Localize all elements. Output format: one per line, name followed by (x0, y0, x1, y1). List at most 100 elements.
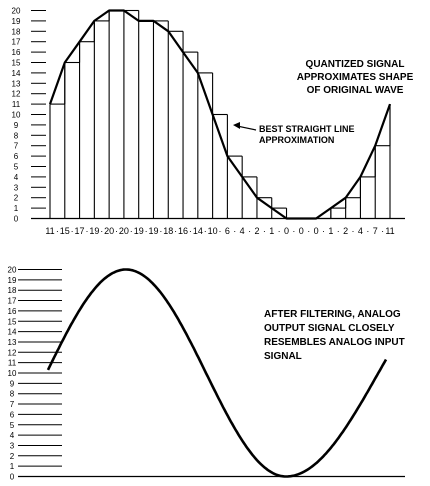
quantized-caption-line-1: QUANTIZED SIGNAL (306, 59, 405, 70)
sample-value-label: 1 (328, 226, 333, 236)
y-tick-label: 8 (14, 131, 19, 140)
label-separator: · (233, 226, 236, 236)
y-tick-label: 7 (14, 142, 19, 151)
y-tick-label: 13 (8, 338, 17, 347)
y-tick-label: 9 (10, 379, 15, 388)
sample-value-label: 11 (45, 226, 54, 236)
y-tick-label: 6 (10, 410, 15, 419)
y-tick-label: 10 (12, 111, 21, 120)
label-separator: · (263, 226, 266, 236)
sample-value-label: 1 (269, 226, 274, 236)
y-tick-label: 20 (8, 266, 17, 275)
label-separator: · (248, 226, 251, 236)
y-tick-label: 2 (10, 452, 15, 461)
top-sample-bars (49, 9, 391, 220)
filtered-caption-line-2: OUTPUT SIGNAL CLOSELY (264, 323, 395, 334)
quantized-caption-line-2: APPROXIMATES SHAPE (297, 72, 414, 83)
y-tick-label: 19 (12, 17, 21, 26)
sample-value-label: 4 (240, 226, 245, 236)
label-separator: · (174, 226, 177, 236)
sample-value-label: 19 (148, 226, 158, 236)
approximation-arrow (236, 125, 257, 131)
y-tick-label: 9 (14, 121, 19, 130)
label-separator: · (85, 226, 88, 236)
sample-value-label: 19 (89, 226, 99, 236)
label-separator: · (100, 226, 103, 236)
label-separator: · (219, 226, 222, 236)
approximation-note-line-1: BEST STRAIGHT LINE (259, 124, 355, 134)
y-tick-label: 1 (10, 462, 15, 471)
label-separator: · (278, 226, 281, 236)
analog-output-curve (46, 268, 388, 478)
y-tick-label: 16 (8, 307, 17, 316)
arrow-head (233, 122, 240, 129)
sample-value-label: 0 (314, 226, 319, 236)
y-tick-label: 11 (8, 359, 17, 368)
sample-value-label: 17 (75, 226, 85, 236)
sample-value-label: 20 (119, 226, 129, 236)
sample-value-label: 14 (193, 226, 203, 236)
y-tick-label: 8 (10, 390, 15, 399)
sample-value-label: 11 (385, 226, 394, 236)
label-separator: · (366, 226, 369, 236)
y-tick-label: 4 (14, 173, 19, 182)
label-separator: · (204, 226, 207, 236)
y-tick-label: 6 (14, 152, 19, 161)
sample-value-label: 7 (373, 226, 378, 236)
filtered-caption-line-3: RESEMBLES ANALOG INPUT (264, 337, 405, 348)
y-tick-label: 18 (8, 286, 17, 295)
y-tick-label: 4 (10, 431, 15, 440)
label-separator: · (130, 226, 133, 236)
label-separator: · (189, 226, 192, 236)
y-tick-label: 20 (12, 7, 21, 16)
label-separator: · (71, 226, 74, 236)
y-tick-label: 11 (12, 100, 21, 109)
y-tick-label: 19 (8, 276, 17, 285)
label-separator: · (307, 226, 310, 236)
quantized-caption-line-3: OF ORIGINAL WAVE (307, 85, 404, 96)
y-tick-label: 15 (8, 317, 17, 326)
label-separator: · (159, 226, 162, 236)
filtered-caption-line-1: AFTER FILTERING, ANALOG (264, 309, 401, 320)
sample-value-label: 0 (299, 226, 304, 236)
sample-value-label: 15 (60, 226, 70, 236)
y-tick-label: 10 (8, 369, 17, 378)
y-tick-label: 12 (8, 348, 17, 357)
sample-value-label: 10 (208, 226, 218, 236)
y-tick-label: 3 (10, 441, 15, 450)
y-tick-label: 15 (12, 59, 21, 68)
y-tick-label: 2 (14, 194, 19, 203)
sample-value-label: 6 (225, 226, 230, 236)
y-tick-label: 14 (8, 328, 17, 337)
y-tick-label: 16 (12, 48, 21, 57)
label-separator: · (292, 226, 295, 236)
sample-value-label: 20 (104, 226, 114, 236)
y-tick-label: 17 (8, 297, 17, 306)
sample-value-label: 2 (343, 226, 348, 236)
label-separator: · (337, 226, 340, 236)
y-tick-label: 18 (12, 27, 21, 36)
y-tick-label: 12 (12, 90, 21, 99)
y-tick-label: 5 (14, 163, 19, 172)
y-tick-label: 17 (12, 38, 21, 47)
y-tick-label: 0 (14, 215, 19, 224)
label-separator: · (115, 226, 118, 236)
label-separator: · (56, 226, 59, 236)
approximation-note-line-2: APPROXIMATION (259, 135, 334, 145)
straight-line-approximation (48, 9, 392, 220)
sample-value-label: 4 (358, 226, 363, 236)
sample-value-label: 2 (254, 226, 259, 236)
sample-value-label: 18 (163, 226, 173, 236)
sample-value-label: 19 (134, 226, 144, 236)
label-separator: · (145, 226, 148, 236)
y-tick-label: 5 (10, 421, 15, 430)
y-tick-label: 7 (10, 400, 15, 409)
label-separator: · (352, 226, 355, 236)
label-separator: · (322, 226, 325, 236)
y-tick-label: 0 (10, 473, 15, 482)
